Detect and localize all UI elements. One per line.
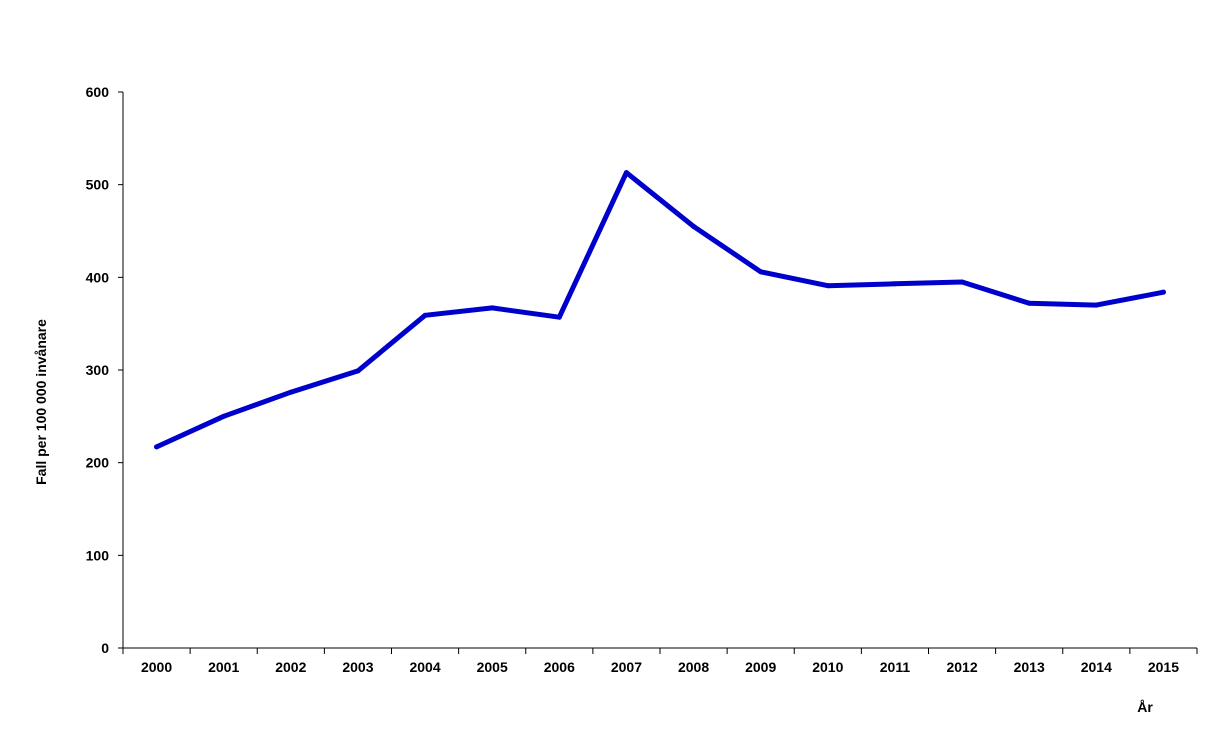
y-tick-label: 100 <box>86 547 110 563</box>
data-point <box>1026 300 1032 306</box>
x-tick-label: 2009 <box>745 659 776 675</box>
x-tick-label: 2000 <box>141 659 172 675</box>
x-tick-label: 2004 <box>409 659 440 675</box>
data-point <box>221 413 227 419</box>
y-tick-label: 400 <box>86 269 110 285</box>
x-tick-label: 2006 <box>544 659 575 675</box>
data-point <box>892 281 898 287</box>
data-point <box>1093 302 1099 308</box>
x-tick-label: 2011 <box>880 659 911 675</box>
data-point <box>556 314 562 320</box>
x-axis-title: År <box>1137 699 1153 715</box>
data-point <box>489 305 495 311</box>
y-axis-ticks: 0 100 200 300 400 500 600 <box>86 84 123 656</box>
data-point <box>758 269 764 275</box>
x-tick-label: 2015 <box>1148 659 1179 675</box>
data-point <box>623 170 629 176</box>
y-tick-label: 200 <box>86 455 110 471</box>
x-axis-ticks: 2000 2001 2002 2003 2004 2005 2006 2007 2008 2009… <box>122 648 1198 675</box>
series-layer <box>154 170 1166 450</box>
y-tick-label: 300 <box>86 362 110 378</box>
data-point <box>355 368 361 374</box>
data-point <box>825 283 831 289</box>
data-point <box>154 444 160 450</box>
x-tick-label: 2012 <box>946 659 977 675</box>
x-tick-label: 2008 <box>678 659 709 675</box>
data-point <box>959 279 965 285</box>
y-tick-label: 600 <box>86 84 110 100</box>
y-tick-label: 0 <box>101 640 109 656</box>
x-tick-label: 2003 <box>342 659 373 675</box>
y-tick-label: 500 <box>86 177 110 193</box>
data-point <box>288 389 294 395</box>
x-tick-label: 2010 <box>812 659 843 675</box>
series-line <box>154 170 1166 450</box>
y-axis-title: Fall per 100 000 invånare <box>33 319 49 485</box>
x-tick-label: 2002 <box>275 659 306 675</box>
data-point <box>422 312 428 318</box>
x-tick-label: 2007 <box>611 659 642 675</box>
x-tick-label: 2001 <box>208 659 239 675</box>
data-point <box>1160 289 1166 295</box>
data-point <box>691 223 697 229</box>
x-tick-label: 2005 <box>477 659 508 675</box>
x-tick-label: 2013 <box>1014 659 1045 675</box>
x-tick-label: 2014 <box>1081 659 1112 675</box>
